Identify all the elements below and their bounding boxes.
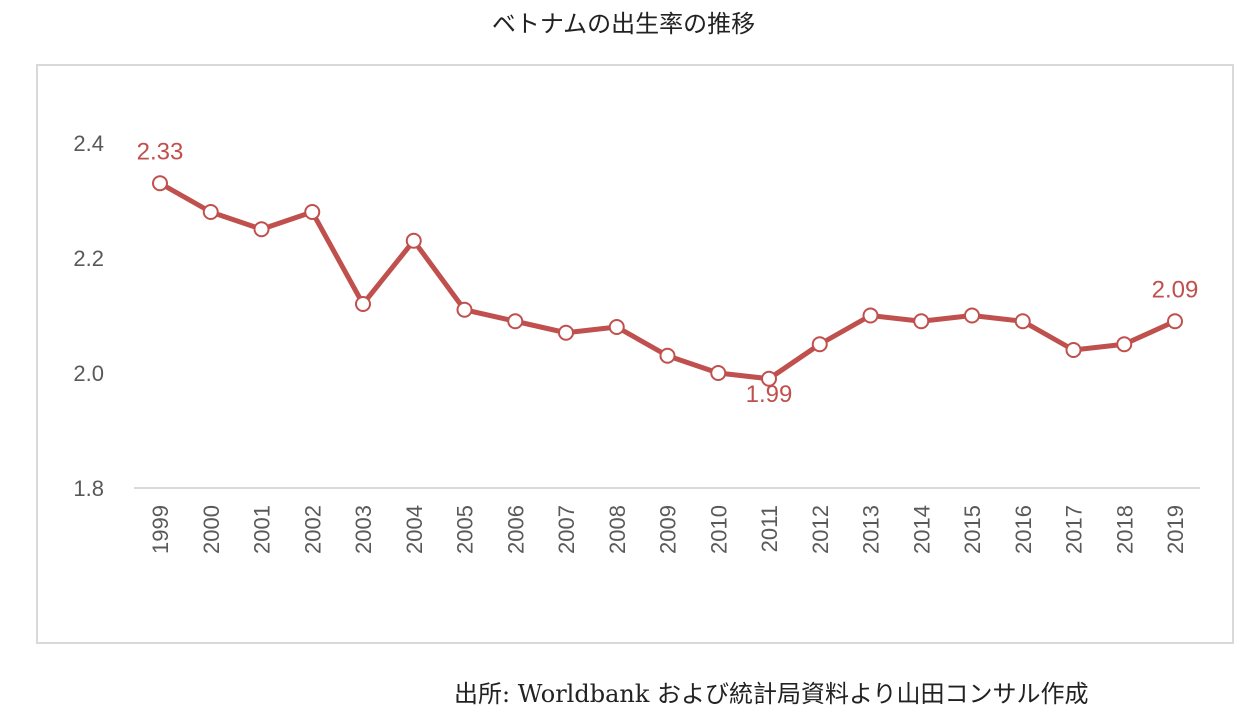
x-tick-label: 2007 (554, 505, 579, 554)
data-point (608, 319, 625, 335)
data-point (1014, 313, 1031, 330)
x-tick-label: 2001 (250, 505, 275, 554)
x-tick-label: 2002 (300, 505, 325, 554)
y-tick-label: 2.0 (73, 361, 104, 386)
x-tick-label: 2017 (1062, 505, 1087, 554)
x-tick-label: 2016 (1011, 505, 1036, 554)
data-point (355, 296, 371, 312)
x-tick-label: 2008 (605, 505, 630, 554)
data-point (558, 324, 574, 341)
data-point (507, 313, 524, 330)
x-tick-label: 2009 (656, 505, 681, 554)
y-tick-label: 2.2 (73, 246, 104, 271)
x-tick-label: 2019 (1163, 505, 1188, 554)
x-tick-label: 1999 (148, 505, 173, 554)
x-tick-label: 2015 (960, 505, 985, 554)
data-point (152, 175, 168, 192)
data-point (253, 221, 270, 238)
x-tick-label: 2013 (859, 505, 884, 554)
data-label: 1.99 (746, 381, 793, 408)
x-tick-label: 2018 (1112, 505, 1137, 554)
data-point (761, 370, 777, 387)
data-point (913, 313, 930, 330)
x-tick-label: 2003 (351, 505, 376, 554)
data-point (811, 336, 828, 353)
x-tick-label: 2005 (453, 505, 478, 554)
data-point (405, 232, 422, 249)
data-point (1116, 336, 1133, 353)
x-tick-label: 2004 (402, 505, 427, 554)
x-tick-label: 2014 (909, 505, 934, 554)
data-point (304, 204, 321, 220)
data-point (456, 301, 473, 318)
x-tick-label: 2000 (199, 505, 224, 554)
data-point (710, 365, 727, 381)
data-point (659, 347, 676, 364)
chart-title: ベトナムの出生率の推移 (491, 10, 756, 38)
data-label: 2.09 (1152, 276, 1199, 303)
data-point (862, 307, 879, 324)
x-tick-label: 2006 (503, 505, 528, 554)
data-point (1167, 313, 1183, 330)
data-point (202, 204, 219, 220)
x-tick-label: 2010 (706, 505, 731, 554)
data-point (964, 307, 980, 324)
x-tick-label: 2012 (808, 505, 833, 554)
y-tick-label: 2.4 (73, 131, 104, 156)
x-tick-label: 2011 (757, 505, 782, 552)
y-tick-label: 1.8 (73, 476, 104, 501)
data-label: 2.33 (137, 138, 184, 165)
data-point (1065, 342, 1082, 358)
source-note: 出所: Worldbank および統計局資料より山田コンサル作成 (454, 680, 1089, 708)
chart-frame (36, 64, 1234, 644)
